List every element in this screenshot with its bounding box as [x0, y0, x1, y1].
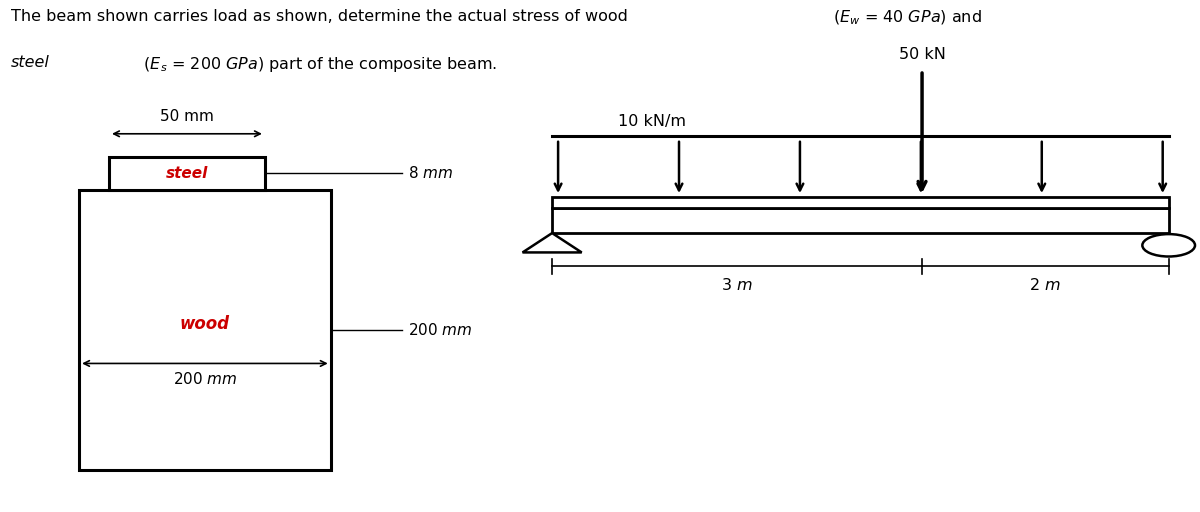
Text: 50 kN: 50 kN	[899, 48, 946, 62]
Bar	[552, 208, 1169, 233]
Bar	[109, 157, 265, 190]
Polygon shape	[522, 233, 582, 252]
Text: 200 $mm$: 200 $mm$	[173, 371, 238, 387]
Text: 3 $m$: 3 $m$	[721, 278, 752, 293]
Text: 200 $mm$: 200 $mm$	[408, 322, 473, 338]
Bar	[552, 198, 1169, 208]
Text: 10 kN/m: 10 kN/m	[618, 114, 686, 129]
Text: steel: steel	[11, 55, 50, 70]
Circle shape	[1142, 234, 1195, 257]
Text: 50 mm: 50 mm	[160, 109, 214, 123]
Text: 8 $mm$: 8 $mm$	[408, 165, 454, 181]
Text: steel: steel	[166, 166, 208, 181]
Text: wood: wood	[180, 315, 230, 333]
Text: The beam shown carries load as shown, determine the actual stress of wood: The beam shown carries load as shown, de…	[11, 9, 628, 24]
Text: ($E_w$ = 40 $GPa$) and: ($E_w$ = 40 $GPa$) and	[834, 9, 983, 28]
Text: ($E_s$ = 200 $GPa$) part of the composite beam.: ($E_s$ = 200 $GPa$) part of the composit…	[103, 55, 498, 74]
Text: 2 $m$: 2 $m$	[1030, 278, 1061, 293]
Bar	[79, 190, 331, 470]
